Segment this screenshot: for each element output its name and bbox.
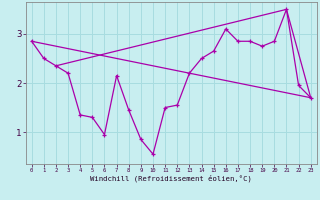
X-axis label: Windchill (Refroidissement éolien,°C): Windchill (Refroidissement éolien,°C) bbox=[90, 175, 252, 182]
